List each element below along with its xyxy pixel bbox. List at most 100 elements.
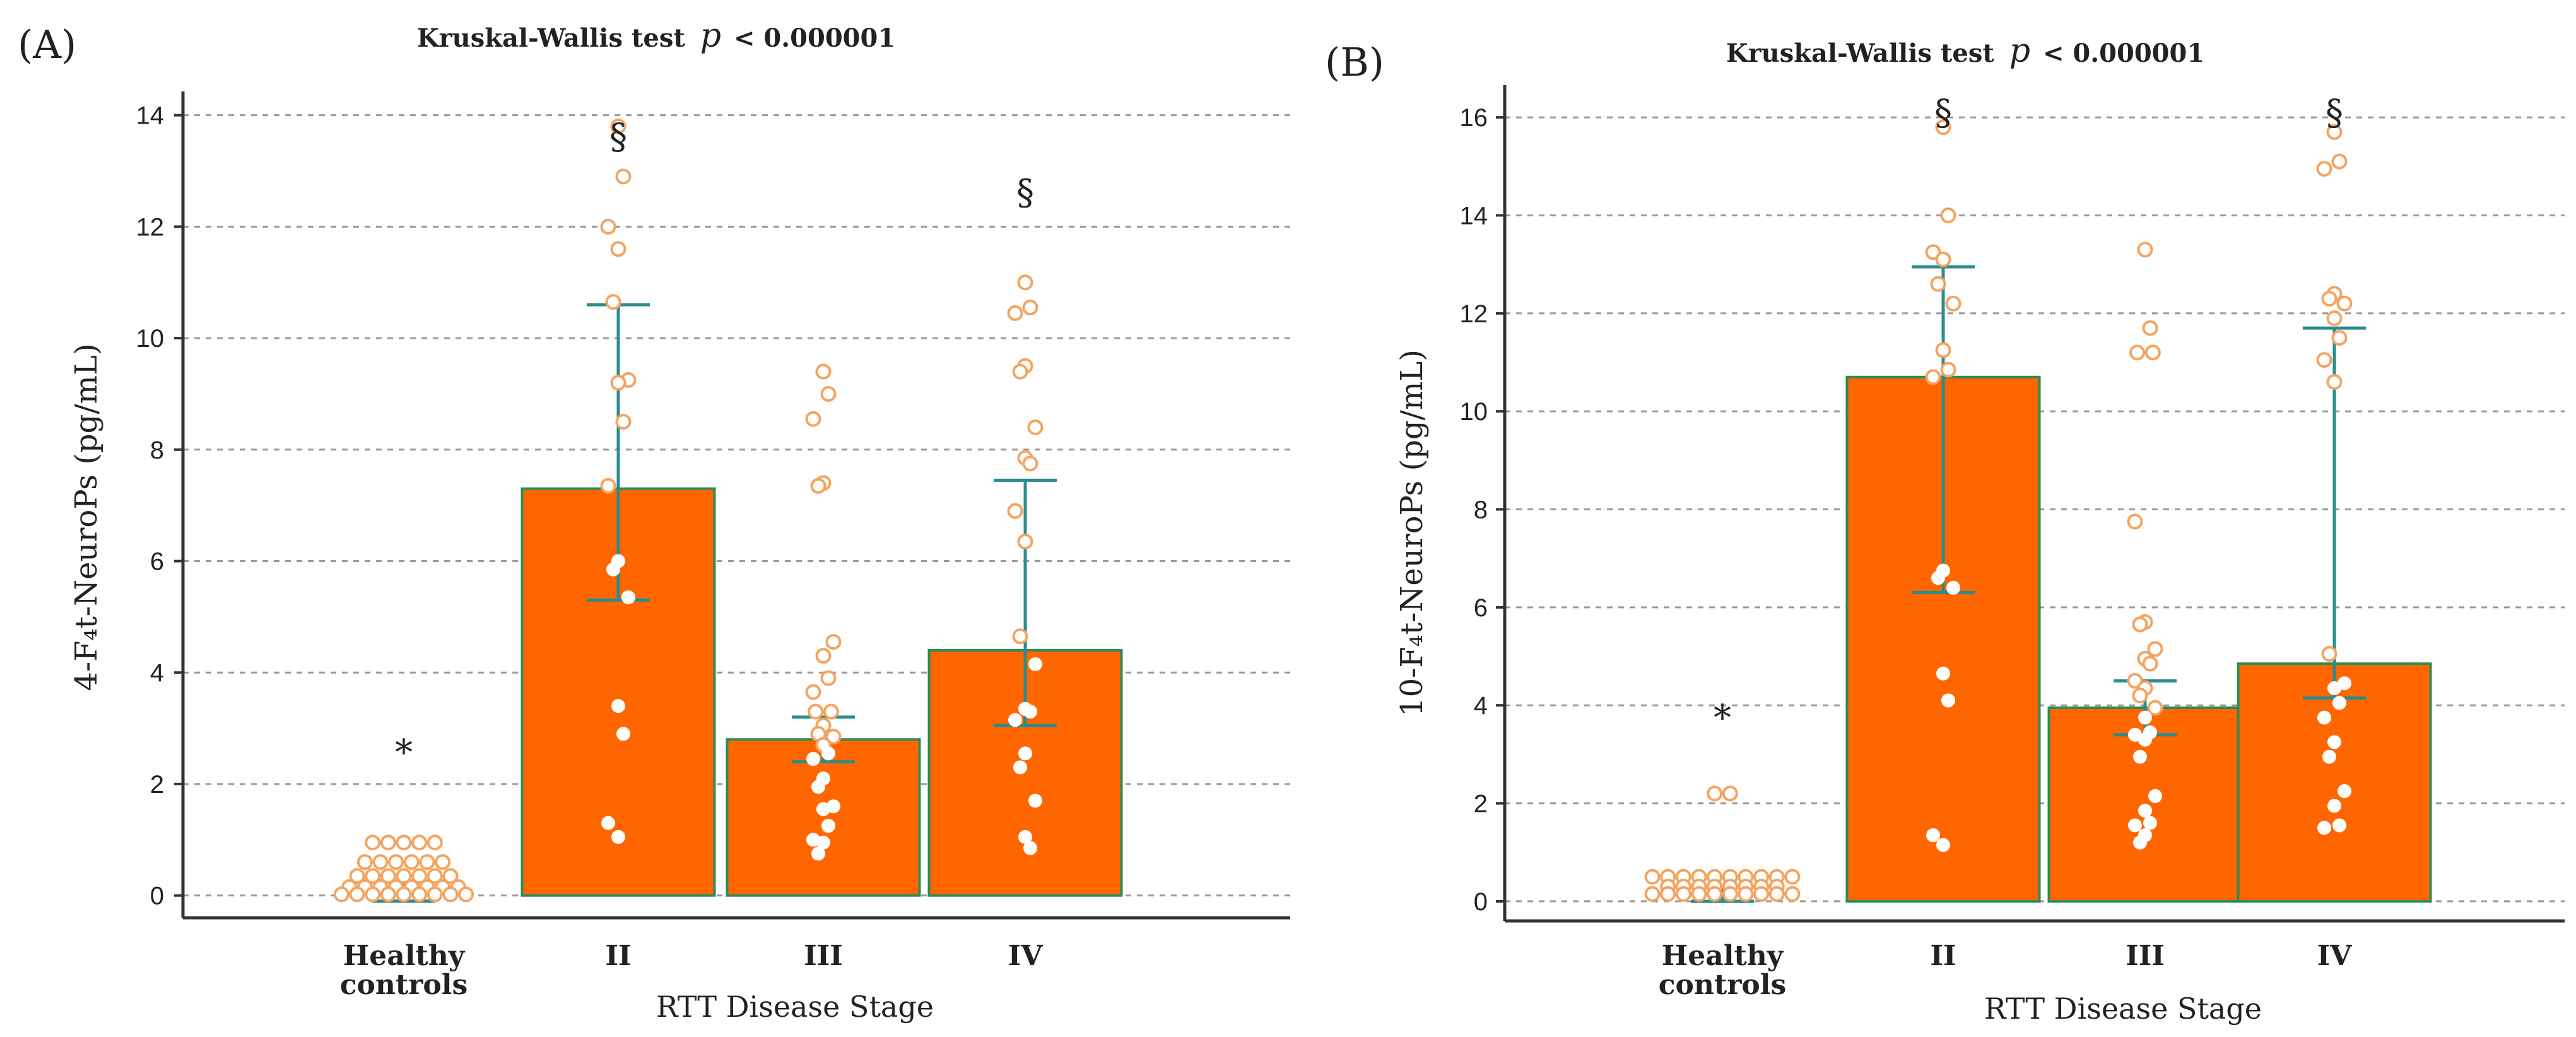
chart-title: Kruskal-Wallis test p < 0.000001 [1726, 32, 2204, 70]
title-p: p [2009, 32, 2030, 70]
title-prefix: Kruskal-Wallis test [1726, 38, 1995, 68]
data-point [805, 684, 821, 700]
data-point [2317, 821, 2331, 835]
data-point [2327, 735, 2341, 749]
data-point [1012, 363, 1028, 380]
data-point [1935, 251, 1951, 267]
data-point [419, 854, 435, 870]
data-point [2326, 310, 2343, 327]
data-point [2332, 818, 2346, 833]
data-point [1925, 244, 1941, 261]
data-point [2332, 696, 2346, 710]
data-point [2133, 749, 2147, 764]
data-point [2144, 344, 2161, 361]
data-point [1941, 693, 1955, 708]
data-point [2327, 799, 2341, 813]
data-point [1722, 785, 1738, 802]
data-point [1644, 886, 1661, 902]
data-point [458, 886, 474, 903]
data-point [1935, 119, 1951, 136]
data-point [2133, 835, 2147, 850]
data-points [1644, 119, 2353, 902]
data-point [1675, 886, 1691, 902]
significance-asterisk: * [395, 732, 413, 773]
data-point [1707, 785, 1723, 802]
data-point [2127, 672, 2143, 689]
data-point [2132, 688, 2148, 704]
panel-a: (A) Kruskal-Wallis test p < 0.000001 0 2 4… [18, 17, 1290, 1024]
data-point [811, 780, 825, 794]
data-point [816, 802, 830, 816]
data-point [611, 829, 625, 844]
data-point [426, 886, 443, 903]
data-point [1022, 455, 1038, 472]
x-tick-label: II [1930, 940, 1956, 972]
data-point [426, 835, 443, 851]
title-threshold: < 0.000001 [2043, 38, 2204, 68]
data-point [810, 477, 826, 494]
x-axis-label: RTT Disease Stage [656, 990, 934, 1024]
data-point [1023, 705, 1037, 719]
data-point [601, 816, 615, 830]
data-point [349, 868, 365, 884]
significance-section-mark: § [2326, 93, 2343, 134]
data-point [1784, 869, 1801, 885]
data-point [1945, 295, 1961, 312]
data-point [2137, 242, 2153, 258]
data-point [2138, 710, 2152, 725]
data-point [2316, 352, 2332, 368]
data-point [2138, 732, 2152, 747]
y-tick-label: 10 [136, 325, 165, 353]
y-tick-label: 12 [136, 213, 165, 241]
data-point [615, 414, 632, 430]
data-point [1753, 886, 1770, 902]
data-point [805, 411, 821, 427]
data-point [1008, 713, 1022, 727]
bar [2237, 662, 2432, 903]
data-point [426, 868, 443, 884]
data-point [808, 703, 824, 720]
data-point [1023, 841, 1037, 855]
y-tick-label: 14 [1460, 202, 1488, 230]
y-tick-label: 6 [150, 548, 164, 576]
data-point [333, 886, 350, 903]
data-point [825, 634, 842, 650]
data-point [806, 752, 820, 766]
data-point [2148, 788, 2162, 803]
data-point [1738, 886, 1754, 902]
y-tick-label: 0 [1474, 888, 1488, 916]
data-point [2331, 153, 2348, 170]
data-point [820, 670, 837, 686]
data-point [1013, 760, 1027, 775]
data-point [349, 886, 365, 903]
significance-section-mark: § [609, 117, 627, 158]
y-tick-labels: 0 2 4 6 8 10 12 14 [136, 102, 165, 910]
data-point [1012, 628, 1028, 645]
data-point [611, 699, 625, 713]
data-point [2147, 641, 2163, 657]
x-tick-label: Healthy [343, 940, 466, 972]
data-point [1940, 207, 1956, 223]
data-point [2147, 700, 2163, 716]
data-point [365, 868, 381, 884]
data-point [811, 847, 825, 861]
data-point [442, 886, 459, 903]
data-point [411, 886, 428, 903]
data-point [403, 854, 420, 870]
x-tick-label: IV [2317, 940, 2353, 972]
data-point [600, 218, 616, 235]
data-point [2138, 804, 2152, 818]
x-tick-label: III [804, 940, 843, 972]
data-point [1768, 886, 1785, 902]
y-axis-label: 10-F₄t-NeuroPs (pg/mL) [1394, 349, 1430, 717]
data-point [1936, 838, 1950, 852]
data-point [1707, 886, 1723, 902]
annotations: * § § [1714, 93, 2343, 739]
panel-label: (B) [1325, 39, 1384, 85]
annotations: * § § [395, 117, 1034, 773]
data-point [1931, 571, 1945, 585]
y-tick-label: 4 [150, 659, 164, 687]
data-point [2132, 616, 2148, 633]
